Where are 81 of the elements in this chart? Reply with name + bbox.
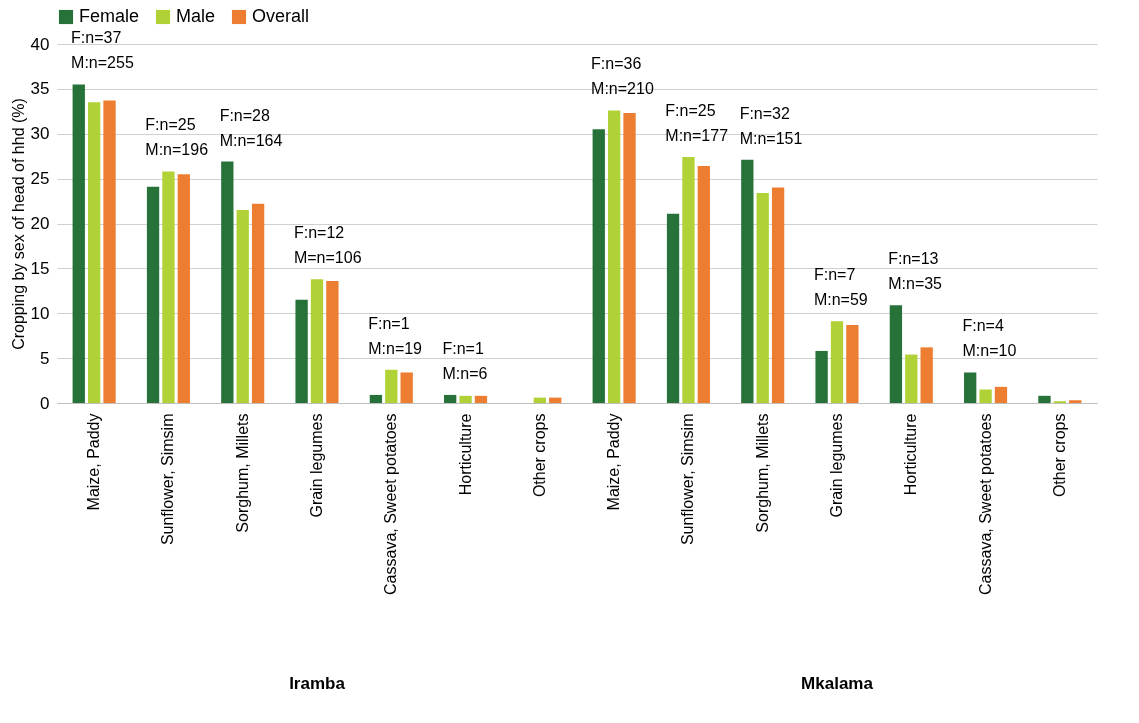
bar [771, 187, 785, 403]
bar [474, 395, 488, 403]
x-tick-label: Grain legumes [828, 413, 845, 518]
bar [400, 372, 413, 403]
bar [385, 369, 398, 403]
annotation: F:n=7 M:n=59 [813, 266, 868, 309]
bar [1038, 395, 1051, 403]
bar [1069, 400, 1082, 403]
annotation: F:n=37 M:n=255 [71, 29, 134, 72]
bar [103, 100, 116, 403]
annotation: F:n=4 M:n=10 [962, 317, 1017, 360]
bar [905, 354, 918, 403]
bar [310, 279, 324, 403]
x-tick-label: Cassava, Sweet potatoes [976, 413, 994, 595]
legend-label: Female [79, 6, 140, 26]
text: Mkalama [801, 674, 874, 693]
bar [623, 113, 636, 403]
x-tick-label: Grain legumes [308, 413, 325, 518]
x-tick-label: Horticulture [456, 413, 474, 496]
bar [756, 192, 769, 403]
legend-label: Overall [252, 6, 310, 26]
y-tick-label: 35 [30, 79, 50, 99]
annotation: F:n=36 M:n=210 [591, 55, 654, 98]
bar [459, 395, 472, 403]
bar [251, 203, 265, 403]
bar [846, 324, 859, 403]
annotation: F:n=1 M:n=19 [368, 314, 423, 357]
bar [741, 159, 754, 403]
bar [549, 397, 562, 403]
x-tick-label: Sorghum, Millets [753, 413, 771, 533]
bar [815, 350, 828, 403]
bar [994, 386, 1008, 403]
x-tick-label: Sunflower, Simsim [159, 413, 177, 546]
annotation: F:n=12 M=n=106 [293, 224, 362, 267]
bar [221, 161, 234, 403]
annotation: F:n=25 M:n=196 [145, 116, 209, 159]
y-tick-label: 5 [40, 348, 50, 368]
y-tick-label: 30 [30, 124, 50, 144]
annotation: F:n=13 M:n=35 [888, 250, 943, 293]
bar [592, 129, 605, 403]
x-tick-label: Sunflower, Simsim [679, 413, 697, 546]
bar [444, 394, 457, 403]
bar [162, 171, 175, 403]
bar [666, 213, 680, 403]
bar [295, 299, 308, 403]
bar [533, 397, 547, 403]
x-tick-label: Maize, Paddy [605, 413, 623, 511]
x-tick-label: Maize, Paddy [85, 413, 103, 511]
bar [177, 174, 190, 403]
annotation: F:n=25 M:n=177 [665, 102, 729, 145]
x-tick-label: Other crops [530, 413, 548, 498]
bar [920, 347, 933, 403]
x-tick-label: Horticulture [902, 413, 920, 496]
bar [979, 389, 992, 403]
annotation: F:n=28 M:n=164 [219, 106, 283, 149]
bar [697, 166, 710, 403]
bar [369, 394, 383, 403]
bar [964, 372, 977, 403]
x-tick-label: Cassava, Sweet potatoes [382, 413, 400, 595]
annotation: F:n=1 M:n=6 [442, 339, 488, 382]
bar [326, 280, 339, 403]
x-tick-label: Other crops [1050, 413, 1068, 498]
bar [72, 84, 85, 403]
bar [682, 157, 695, 403]
bar [830, 321, 844, 403]
annotation: F:n=32 M:n=151 [739, 104, 803, 147]
bar [146, 186, 160, 403]
text: Iramba [289, 674, 346, 693]
y-tick-label: 20 [30, 214, 50, 233]
y-tick-label: 15 [30, 258, 50, 278]
y-tick-label: 10 [30, 303, 50, 323]
legend-label: Male [176, 6, 216, 26]
y-axis-title: Cropping by sex of head of hhd (%) [9, 98, 27, 350]
bar [889, 305, 903, 403]
x-tick-label: Sorghum, Millets [233, 413, 251, 533]
bar [87, 102, 101, 403]
y-tick-label: 0 [40, 393, 50, 413]
y-tick-label: 40 [30, 34, 50, 54]
bar [607, 110, 621, 403]
y-tick-label: 25 [30, 169, 50, 189]
bar [236, 210, 249, 403]
